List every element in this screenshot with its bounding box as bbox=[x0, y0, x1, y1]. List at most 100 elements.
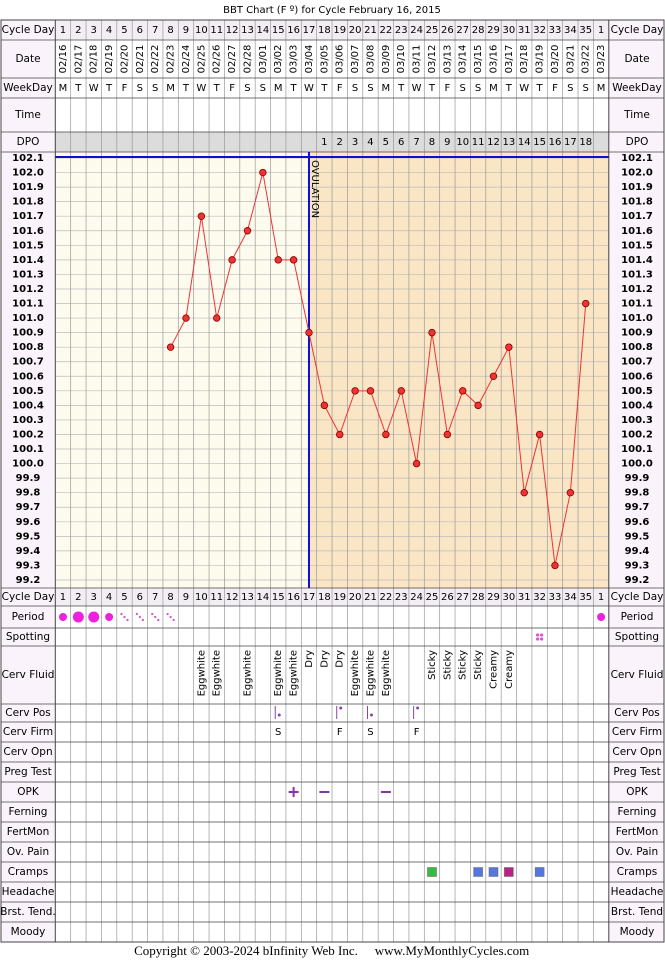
row-label: Ov. Pain bbox=[7, 846, 49, 858]
period-spotting-icon bbox=[126, 618, 129, 622]
weekday: F bbox=[552, 83, 558, 94]
date: 03/06 bbox=[335, 45, 346, 74]
cycle-day: 18 bbox=[318, 592, 331, 603]
y-tick-label: 99.3 bbox=[16, 560, 41, 571]
period-spotting-icon bbox=[138, 615, 141, 619]
cycle-day: 26 bbox=[441, 25, 454, 36]
date: 03/16 bbox=[488, 45, 499, 74]
weekday: T bbox=[536, 83, 544, 94]
cervical-fluid: Sticky bbox=[427, 650, 438, 680]
y-tick-label: 101.1 bbox=[12, 299, 44, 310]
row-label: Brst. Tend. bbox=[0, 906, 56, 918]
y-tick-label: 100.7 bbox=[12, 357, 44, 368]
date: 02/18 bbox=[89, 45, 100, 74]
row-label: Headache bbox=[611, 886, 664, 898]
cycle-day: 7 bbox=[152, 592, 158, 603]
cycle-day: 11 bbox=[210, 25, 223, 36]
spotting-icon bbox=[540, 633, 544, 637]
cycle-day: 25 bbox=[426, 592, 439, 603]
period-spotting-icon bbox=[169, 615, 172, 619]
date: 02/17 bbox=[73, 45, 84, 74]
dpo: 5 bbox=[383, 137, 389, 148]
cycle-day: 27 bbox=[456, 25, 469, 36]
weekday: S bbox=[260, 83, 266, 94]
temperature-point bbox=[566, 488, 575, 497]
weekday: W bbox=[519, 83, 529, 94]
y-tick-label: 101.0 bbox=[621, 313, 653, 324]
weekday: T bbox=[320, 83, 328, 94]
cycle-day: 4 bbox=[106, 25, 112, 36]
cervical-firmness: F bbox=[337, 727, 343, 738]
y-tick-label: 100.5 bbox=[621, 386, 653, 397]
cramps-icon bbox=[473, 867, 483, 877]
temperature-point bbox=[443, 430, 452, 439]
cycle-day: 30 bbox=[502, 592, 515, 603]
row-label: Date bbox=[15, 53, 40, 65]
y-tick-label: 101.4 bbox=[621, 255, 653, 266]
row-label: Ferning bbox=[9, 806, 48, 818]
weekday: F bbox=[337, 83, 343, 94]
weekday: F bbox=[122, 83, 128, 94]
y-tick-label: 101.6 bbox=[621, 226, 653, 237]
date: 03/03 bbox=[289, 45, 300, 74]
date: 02/27 bbox=[227, 45, 238, 74]
temperature-point bbox=[412, 459, 421, 468]
y-tick-label: 101.9 bbox=[621, 182, 653, 193]
row-label: Date bbox=[624, 53, 649, 65]
row-label: Moody bbox=[620, 926, 655, 938]
cycle-day: 21 bbox=[364, 25, 377, 36]
cycle-day: 28 bbox=[472, 25, 485, 36]
row-label: Spotting bbox=[6, 631, 50, 643]
dpo: 17 bbox=[564, 137, 577, 148]
cervical-fluid: Dry bbox=[319, 650, 330, 668]
date: 03/23 bbox=[596, 45, 607, 74]
row-label: Moody bbox=[11, 926, 46, 938]
cycle-day: 31 bbox=[518, 592, 531, 603]
temperature-point bbox=[551, 561, 559, 570]
cycle-day: 11 bbox=[210, 592, 223, 603]
period-icon bbox=[597, 613, 606, 621]
cycle-day: 20 bbox=[349, 592, 362, 603]
date: 02/28 bbox=[242, 45, 253, 74]
cycle-day: 20 bbox=[349, 25, 362, 36]
weekday: S bbox=[152, 83, 158, 94]
y-tick-label: 101.9 bbox=[12, 182, 44, 193]
weekday: M bbox=[59, 83, 68, 94]
period-icon bbox=[88, 611, 100, 623]
period-spotting-icon bbox=[157, 618, 160, 622]
cervical-fluid: Sticky bbox=[442, 650, 453, 680]
cycle-day: 6 bbox=[137, 592, 143, 603]
y-tick-label: 100.9 bbox=[12, 328, 44, 339]
row-label: Spotting bbox=[615, 631, 659, 643]
y-tick-label: 99.6 bbox=[625, 517, 650, 528]
y-tick-label: 101.6 bbox=[12, 226, 44, 237]
cycle-day: 3 bbox=[91, 25, 97, 36]
y-tick-label: 102.0 bbox=[621, 168, 653, 179]
cervical-fluid: Dry bbox=[335, 650, 346, 668]
date: 03/08 bbox=[365, 45, 376, 74]
temperature-point bbox=[243, 227, 252, 235]
date: 03/13 bbox=[442, 45, 453, 74]
period-spotting-icon bbox=[123, 615, 126, 619]
cycle-day: 22 bbox=[379, 25, 392, 36]
y-tick-label: 99.8 bbox=[16, 488, 41, 499]
date: 03/20 bbox=[550, 45, 561, 74]
weekday: W bbox=[412, 83, 422, 94]
dpo: 15 bbox=[533, 137, 546, 148]
date: 03/02 bbox=[273, 45, 284, 74]
y-tick-label: 99.9 bbox=[625, 473, 650, 484]
date: 03/07 bbox=[350, 45, 361, 74]
cycle-day: 29 bbox=[487, 25, 500, 36]
y-tick-label: 100.3 bbox=[12, 415, 44, 426]
weekday: M bbox=[382, 83, 391, 94]
y-tick-label: 101.8 bbox=[12, 197, 44, 208]
y-tick-label: 99.5 bbox=[16, 531, 41, 542]
cycle-day: 8 bbox=[167, 25, 173, 36]
y-tick-label: 100.1 bbox=[12, 444, 44, 455]
weekday: T bbox=[397, 83, 405, 94]
temperature-point bbox=[228, 256, 236, 264]
cycle-day: 12 bbox=[226, 25, 239, 36]
date: 02/26 bbox=[212, 45, 223, 74]
label-bg-left bbox=[1, 20, 56, 942]
copyright: Copyright © 2003-2024 bInfinity Web Inc. bbox=[134, 943, 358, 958]
